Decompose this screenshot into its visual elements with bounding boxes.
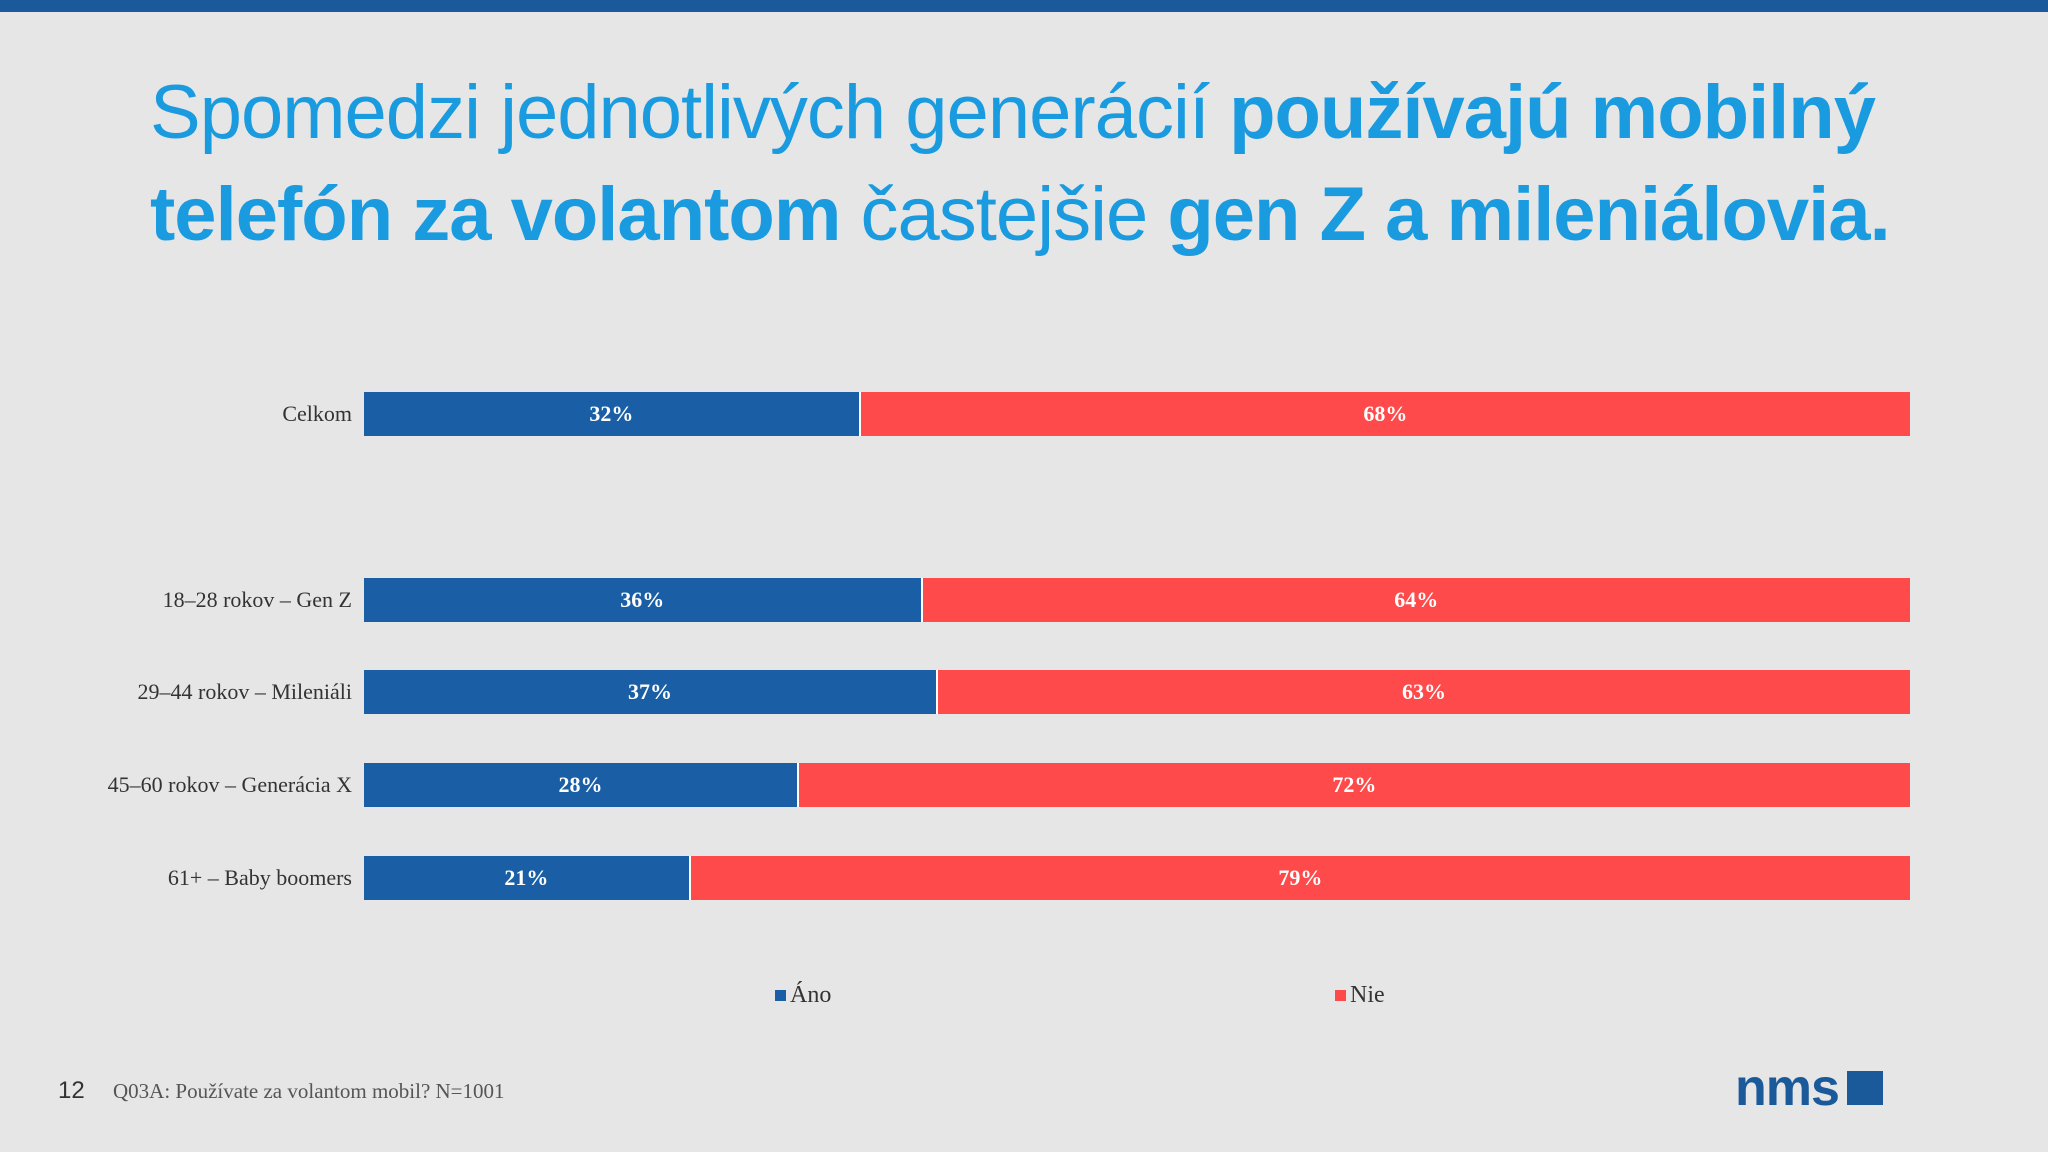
data-label: 32% [589,401,634,426]
data-label: 63% [1402,679,1446,704]
title-part2: používajú mobilný telefón za volantom [150,70,1876,257]
logo-square [1846,1071,1883,1105]
bar-segment-nie: 72% [796,763,1910,807]
bar-segment-nie: 63% [936,670,1910,714]
data-label: 37% [628,679,672,704]
slide-title: Spomedzi jednotlivých generácií používaj… [150,62,1950,266]
data-label: 79% [1278,865,1323,890]
legend-item-ano: Áno [775,982,831,1009]
bar-segment-ano: 28% [364,763,797,807]
bar-segment-ano: 37% [364,670,937,714]
legend-label-nie: Nie [1350,982,1385,1008]
title-part3: častejšie [840,172,1168,257]
logo-text: nms [1735,1059,1840,1117]
category-label: 45–60 rokov – Generácia X [107,772,352,797]
category-label: Celkom [282,401,352,426]
footnote: Q03A: Používate za volantom mobil? N=100… [113,1079,505,1103]
top-bar [0,0,2048,12]
bar-segment-nie: 68% [858,392,1910,436]
data-label: 28% [558,772,603,797]
legend-label-ano: Áno [790,982,832,1008]
title-part4: gen Z a mileniálovia. [1167,172,1890,257]
page-number: 12 [58,1077,85,1104]
data-label: 36% [620,587,665,612]
category-label: 29–44 rokov – Mileniáli [137,679,352,704]
legend-swatch-ano [775,990,786,1001]
category-label: 61+ – Baby boomers [167,865,352,890]
legend-swatch-nie [1335,990,1346,1001]
bar-segment-ano: 32% [364,392,859,436]
data-label: 21% [504,865,549,890]
bar-segment-ano: 36% [364,578,921,622]
bar-segment-ano: 21% [364,856,689,900]
title-part1: Spomedzi jednotlivých generácií [150,70,1230,155]
nms-logo: nms [1735,1059,1883,1117]
data-label: 68% [1363,401,1408,426]
data-label: 64% [1394,587,1439,612]
bar-segment-nie: 79% [688,856,1910,900]
data-label: 72% [1332,772,1377,797]
category-label: 18–28 rokov – Gen Z [162,587,352,612]
legend-item-nie: Nie [1335,982,1385,1009]
bar-segment-nie: 64% [920,578,1910,622]
